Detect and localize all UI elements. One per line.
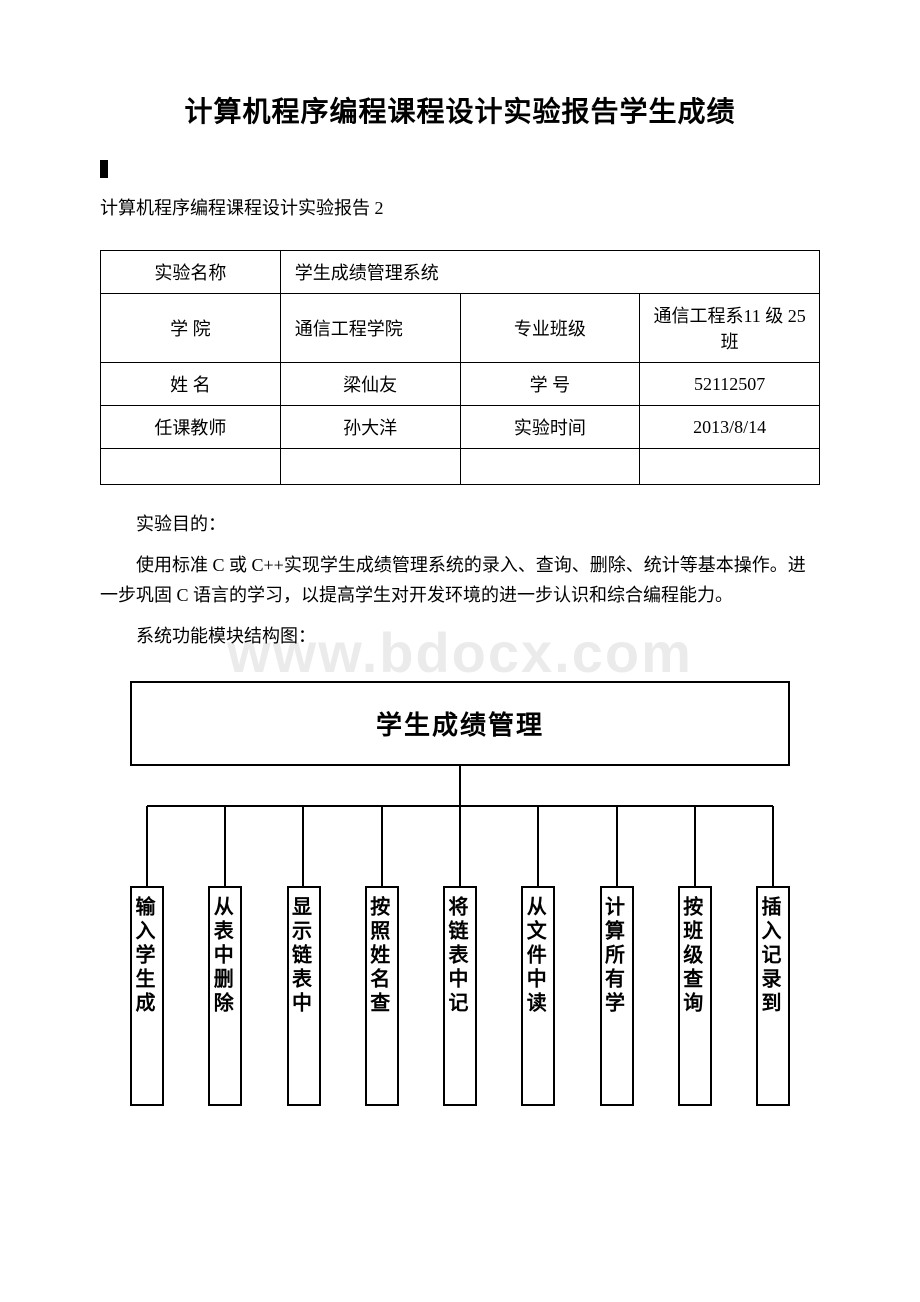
cell-label: 学 院 <box>101 294 281 363</box>
table-row-empty <box>101 449 820 485</box>
cell-empty <box>280 449 460 485</box>
diagram-leaf-node: 插入记录到 <box>756 886 790 1106</box>
cell-value: 通信工程系11 级 25 班 <box>640 294 820 363</box>
cell-value: 学生成绩管理系统 <box>280 251 819 294</box>
diagram-root-node: 学生成绩管理 <box>130 681 790 766</box>
cell-label: 任课教师 <box>101 406 281 449</box>
diagram-connectors <box>130 766 790 886</box>
subtitle-text: 计算机程序编程课程设计实验报告 2 <box>100 194 820 220</box>
diagram-leaf-node: 显示链表中 <box>287 886 321 1106</box>
document-page: 计算机程序编程课程设计实验报告学生成绩 计算机程序编程课程设计实验报告 2 实验… <box>0 0 920 1302</box>
cell-label: 姓 名 <box>101 363 281 406</box>
info-table: 实验名称 学生成绩管理系统 学 院 通信工程学院 专业班级 通信工程系11 级 … <box>100 250 820 485</box>
table-row: 任课教师 孙大洋 实验时间 2013/8/14 <box>101 406 820 449</box>
diagram-leaf-row: 输入学生成 从表中删除 显示链表中 按照姓名查 将链表中记 从文件中读 计算所有… <box>130 886 790 1106</box>
table-row: 学 院 通信工程学院 专业班级 通信工程系11 级 25 班 <box>101 294 820 363</box>
purpose-label: 实验目的： <box>100 509 820 540</box>
page-title: 计算机程序编程课程设计实验报告学生成绩 <box>100 90 820 130</box>
module-diagram: 学生成绩管理 输入学生成 从表中删除 显示链表中 按照姓名查 将链表中记 从文件… <box>130 681 790 1106</box>
diagram-label: 系统功能模块结构图： <box>100 621 820 652</box>
purpose-text: 使用标准 C 或 C++实现学生成绩管理系统的录入、查询、删除、统计等基本操作。… <box>100 550 820 611</box>
diagram-leaf-node: 按照姓名查 <box>365 886 399 1106</box>
cell-value: 2013/8/14 <box>640 406 820 449</box>
diagram-leaf-node: 将链表中记 <box>443 886 477 1106</box>
diagram-leaf-node: 从文件中读 <box>521 886 555 1106</box>
cell-empty <box>101 449 281 485</box>
cell-label: 实验名称 <box>101 251 281 294</box>
diagram-leaf-node: 按班级查询 <box>678 886 712 1106</box>
cursor-marker <box>100 160 108 178</box>
diagram-leaf-node: 输入学生成 <box>130 886 164 1106</box>
cell-label: 专业班级 <box>460 294 640 363</box>
cell-empty <box>640 449 820 485</box>
diagram-leaf-node: 从表中删除 <box>208 886 242 1106</box>
cell-value: 孙大洋 <box>280 406 460 449</box>
table-row: 实验名称 学生成绩管理系统 <box>101 251 820 294</box>
cell-empty <box>460 449 640 485</box>
cell-label: 实验时间 <box>460 406 640 449</box>
cell-value: 52112507 <box>640 363 820 406</box>
diagram-leaf-node: 计算所有学 <box>600 886 634 1106</box>
cell-label: 学 号 <box>460 363 640 406</box>
cell-value: 通信工程学院 <box>280 294 460 363</box>
cell-value: 梁仙友 <box>280 363 460 406</box>
table-row: 姓 名 梁仙友 学 号 52112507 <box>101 363 820 406</box>
